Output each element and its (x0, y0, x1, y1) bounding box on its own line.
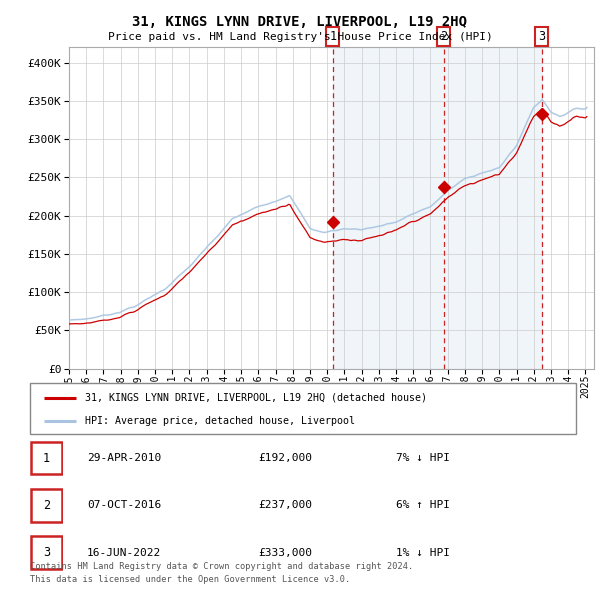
Text: 31, KINGS LYNN DRIVE, LIVERPOOL, L19 2HQ (detached house): 31, KINGS LYNN DRIVE, LIVERPOOL, L19 2HQ… (85, 392, 427, 402)
Text: 7% ↓ HPI: 7% ↓ HPI (396, 453, 450, 463)
Text: 1: 1 (43, 451, 50, 465)
Text: 16-JUN-2022: 16-JUN-2022 (87, 548, 161, 558)
Text: £333,000: £333,000 (258, 548, 312, 558)
FancyBboxPatch shape (31, 536, 62, 569)
Text: £192,000: £192,000 (258, 453, 312, 463)
Text: This data is licensed under the Open Government Licence v3.0.: This data is licensed under the Open Gov… (30, 575, 350, 584)
FancyBboxPatch shape (31, 442, 62, 474)
Text: 29-APR-2010: 29-APR-2010 (87, 453, 161, 463)
Text: 3: 3 (538, 30, 545, 43)
Text: 1: 1 (329, 30, 337, 43)
Text: 6% ↑ HPI: 6% ↑ HPI (396, 500, 450, 510)
Text: 3: 3 (43, 546, 50, 559)
Text: Price paid vs. HM Land Registry's House Price Index (HPI): Price paid vs. HM Land Registry's House … (107, 32, 493, 42)
Text: 07-OCT-2016: 07-OCT-2016 (87, 500, 161, 510)
Text: Contains HM Land Registry data © Crown copyright and database right 2024.: Contains HM Land Registry data © Crown c… (30, 562, 413, 571)
Text: HPI: Average price, detached house, Liverpool: HPI: Average price, detached house, Live… (85, 416, 355, 426)
Text: 1% ↓ HPI: 1% ↓ HPI (396, 548, 450, 558)
Bar (333, 47, 542, 369)
Text: 2: 2 (440, 30, 447, 43)
Text: 2: 2 (43, 499, 50, 512)
Text: 31, KINGS LYNN DRIVE, LIVERPOOL, L19 2HQ: 31, KINGS LYNN DRIVE, LIVERPOOL, L19 2HQ (133, 15, 467, 29)
FancyBboxPatch shape (31, 489, 62, 522)
Text: £237,000: £237,000 (258, 500, 312, 510)
FancyBboxPatch shape (30, 384, 576, 434)
